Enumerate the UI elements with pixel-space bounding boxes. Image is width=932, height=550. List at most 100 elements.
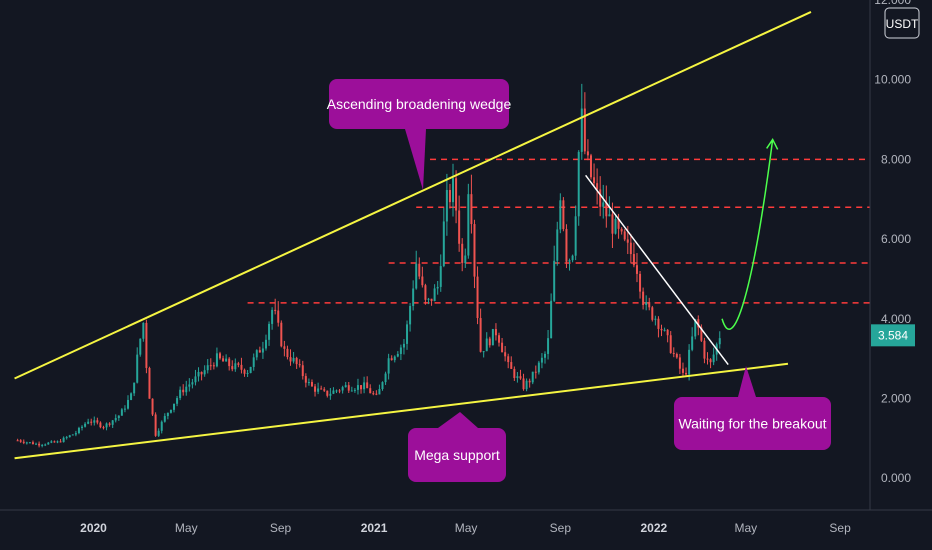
candle-body (583, 108, 586, 152)
resistance-levels (247, 158, 870, 304)
candle-body (231, 366, 234, 370)
candle-body (543, 353, 546, 358)
candle-body (93, 420, 96, 423)
candle-body (406, 324, 409, 344)
candle-body (458, 210, 461, 244)
candle-body (504, 352, 507, 357)
candle-body (507, 356, 510, 363)
candle-body (712, 354, 715, 363)
candle-body (375, 393, 378, 395)
candle-body (123, 408, 126, 410)
candle-body (562, 200, 565, 230)
y-tick-label: 8.000 (881, 152, 911, 166)
candle-body (356, 385, 359, 390)
candle-body (246, 372, 249, 374)
candle-body (255, 350, 258, 358)
candle-body (464, 255, 467, 264)
candle-body (65, 437, 68, 439)
candle-body (372, 393, 375, 395)
candle-body (268, 323, 271, 340)
x-tick-label: Sep (829, 521, 851, 535)
candle-body (31, 442, 34, 445)
candle-body (528, 380, 531, 383)
candle-body (173, 403, 175, 410)
candle-body (344, 385, 347, 388)
candle-body (574, 216, 577, 256)
candle-body (191, 382, 194, 385)
candle-body (283, 346, 286, 349)
candle-body (289, 357, 292, 362)
callout-wedge-text: Ascending broadening wedge (327, 96, 512, 112)
candle-body (516, 376, 519, 378)
candle-body (418, 263, 421, 277)
candle-body (258, 350, 261, 353)
candle-body (617, 218, 620, 229)
candle-body (430, 298, 433, 302)
candle-body (295, 357, 298, 365)
callout-pointer (438, 412, 478, 428)
candle-body (685, 372, 688, 375)
candle-body (442, 221, 445, 267)
candle-body (16, 440, 19, 442)
candle-body (531, 371, 534, 383)
candle-body (691, 336, 694, 350)
candle-body (280, 322, 283, 347)
candle-body (645, 302, 648, 305)
candle-body (28, 442, 31, 444)
candle-body (571, 255, 574, 261)
candle-body (176, 398, 179, 404)
candle-body (709, 359, 712, 363)
candle-body (127, 399, 130, 409)
candle-body (133, 382, 136, 394)
candle-body (130, 393, 133, 400)
candle-body (510, 362, 513, 369)
x-tick-label: May (175, 521, 198, 535)
candle-body (568, 260, 571, 262)
callout-box (408, 428, 506, 482)
candle-body (387, 358, 390, 374)
x-axis: 2020 May Sep 2021 May Sep 2022 May Sep (80, 521, 851, 535)
candle-body (525, 380, 528, 390)
candle-body (626, 239, 629, 243)
candle-body (320, 388, 323, 390)
candle-body (200, 371, 203, 375)
candle-body (243, 369, 246, 374)
candle-body (467, 194, 470, 256)
candle-body (335, 390, 338, 392)
candle-body (292, 357, 295, 362)
candle-body (136, 354, 139, 383)
candle-body (522, 378, 525, 390)
candle-body (222, 358, 225, 362)
candle-body (623, 231, 626, 240)
candle-body (209, 365, 212, 367)
candle-body (393, 356, 396, 361)
projection-arrowhead (766, 137, 779, 150)
candle-body (47, 442, 50, 445)
currency-button[interactable]: USDT (884, 7, 920, 39)
candle-body (599, 189, 602, 207)
candle-body (363, 382, 366, 390)
candle-body (550, 300, 553, 339)
candle-body (427, 298, 430, 300)
candle-body (237, 363, 240, 365)
candle-body (87, 421, 90, 424)
candle-body (580, 108, 583, 152)
candle-body (218, 353, 221, 359)
candle-body (317, 388, 320, 392)
candle-body (347, 385, 350, 391)
candle-body (62, 437, 65, 443)
candle-body (301, 365, 304, 377)
candle-body (249, 366, 252, 373)
candle-body (41, 444, 44, 446)
candle-body (277, 310, 280, 323)
candle-body (274, 309, 277, 311)
candle-body (635, 265, 638, 274)
candle-body (608, 214, 611, 217)
candle-body (700, 327, 703, 341)
candle-body (304, 376, 307, 383)
candle-body (488, 338, 491, 346)
candle-body (35, 443, 38, 445)
candle-body (660, 328, 663, 331)
candle-body (182, 389, 185, 393)
